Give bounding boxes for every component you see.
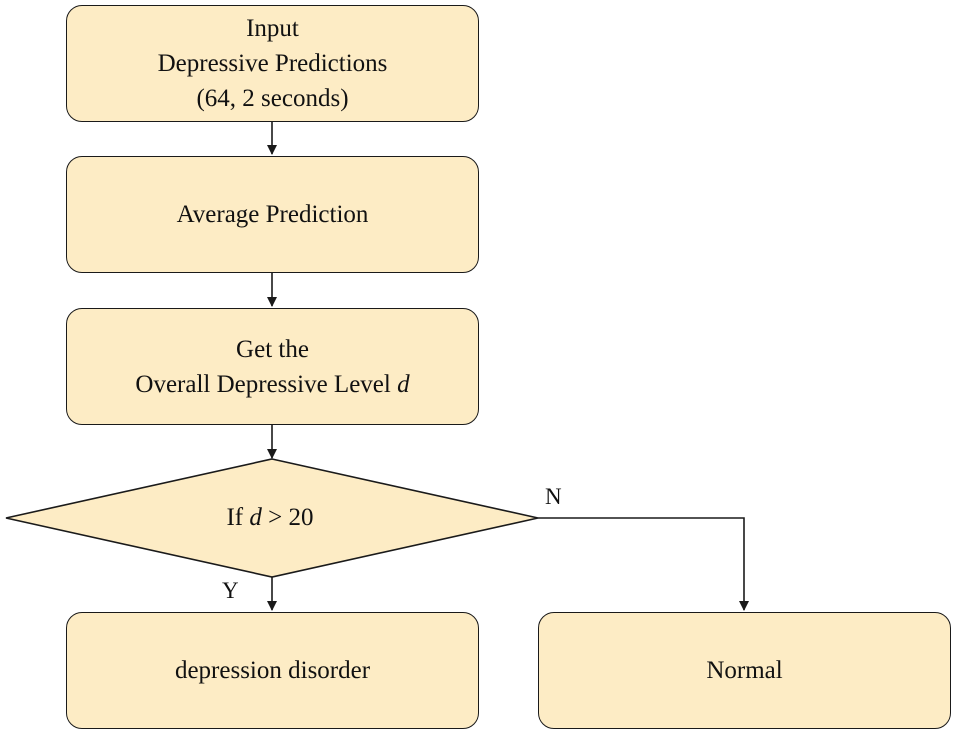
- level-node-text: Overall Depressive Level: [135, 370, 398, 398]
- average-node: Average Prediction: [66, 156, 479, 273]
- level-node-variable: d: [397, 370, 410, 398]
- level-node-line2: Overall Depressive Level d: [135, 367, 409, 402]
- branch-no-label: N: [545, 484, 562, 509]
- outcome-depression-node: depression disorder: [66, 612, 479, 729]
- input-node-title: Input: [246, 15, 299, 42]
- level-node-line1: Get the: [236, 335, 309, 363]
- input-node-subtitle: Depressive Predictions: [157, 50, 388, 77]
- level-node: Get the Overall Depressive Level d: [66, 308, 479, 425]
- branch-yes-label: Y: [222, 578, 239, 603]
- outcome-normal-node: Normal: [538, 612, 951, 729]
- decision-condition: > 20: [261, 504, 314, 531]
- input-node-params: (64, 2 seconds): [196, 85, 349, 112]
- outcome-depression-label: depression disorder: [174, 657, 371, 684]
- decision-variable: d: [249, 504, 262, 531]
- outcome-normal-label: Normal: [706, 657, 783, 684]
- average-node-label: Average Prediction: [176, 201, 369, 228]
- input-node: Input Depressive Predictions (64, 2 seco…: [66, 5, 479, 122]
- decision-label: If d > 20: [100, 498, 440, 538]
- decision-prefix: If: [226, 504, 250, 531]
- arrow-decision-to-no: [538, 517, 749, 611]
